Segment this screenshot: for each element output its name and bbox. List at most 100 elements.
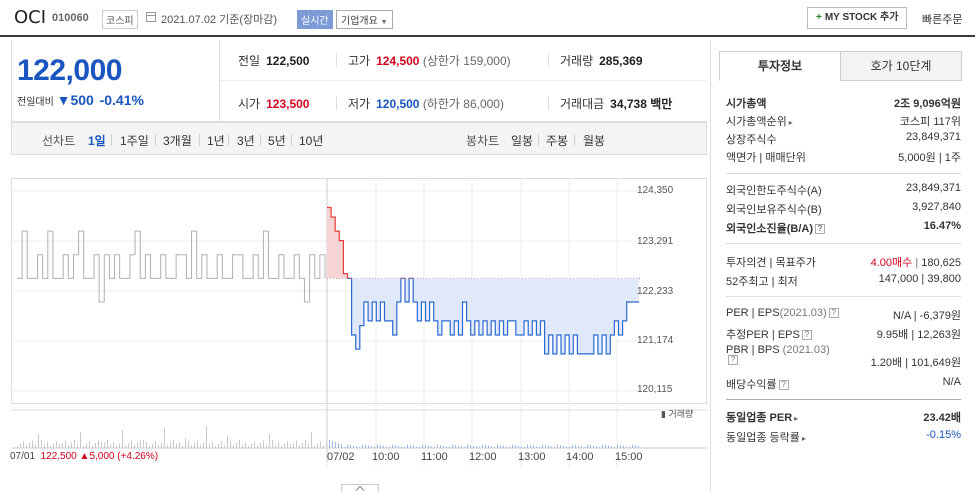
- quote-amount: 거래대금 34,738 백만: [560, 95, 672, 112]
- volume-bar: [437, 444, 438, 448]
- info-label: 배당수익률?: [726, 376, 789, 392]
- volume-bar: [572, 444, 573, 448]
- volume-bar: [23, 441, 24, 448]
- volume-bar: [506, 446, 507, 448]
- volume-bar: [536, 446, 537, 448]
- info-label: 외국인보유주식수(B): [726, 204, 822, 216]
- volume-bar: [392, 444, 393, 448]
- candle-monthly[interactable]: 월봉: [583, 134, 606, 148]
- volume-bar: [314, 446, 315, 448]
- volume-bar: [299, 444, 300, 448]
- line-chart-label: 선차트: [42, 134, 76, 148]
- quote-label: 시가: [238, 97, 261, 111]
- quick-order-button[interactable]: 빠른주문: [922, 14, 963, 26]
- period-3m[interactable]: 3개월: [163, 134, 192, 148]
- volume-bar: [527, 444, 528, 448]
- volume-bar: [68, 444, 69, 448]
- help-icon[interactable]: ?: [778, 380, 789, 391]
- volume-bar: [362, 444, 363, 448]
- quote-label: 전일: [238, 54, 261, 68]
- help-icon[interactable]: ?: [728, 355, 738, 366]
- diff-value: 500: [70, 92, 94, 108]
- intraday-chart[interactable]: [11, 178, 707, 468]
- volume-bar: [284, 443, 285, 448]
- volume-bar: [353, 445, 354, 448]
- info-row: 외국인소진율(B/A)? 16.47%: [726, 220, 961, 238]
- tab-invest-info[interactable]: 투자정보: [719, 51, 841, 81]
- collapse-toggle[interactable]: [341, 484, 379, 492]
- volume-bar: [209, 444, 210, 448]
- info-value: 5,000원 | 1주: [898, 152, 961, 164]
- divider: [548, 96, 549, 110]
- volume-bar: [275, 444, 276, 448]
- volume-bar: [317, 443, 318, 448]
- info-label: 투자의견 | 목표주가: [726, 257, 816, 269]
- info-row: 외국인보유주식수(B) 3,927,840: [726, 201, 961, 219]
- volume-bar: [155, 441, 156, 448]
- volume-bar: [461, 446, 462, 448]
- volume-bar: [605, 445, 606, 448]
- period-10y[interactable]: 10년: [299, 134, 324, 148]
- candle-weekly[interactable]: 주봉: [546, 134, 569, 148]
- quote-low: 저가 120,500 (하한가 86,000): [348, 95, 504, 112]
- info-value: 3,927,840: [912, 201, 961, 213]
- x-tick-label: 11:00: [421, 451, 448, 463]
- corp-overview-button[interactable]: 기업개요 ▼: [336, 10, 393, 29]
- volume-bar: [224, 445, 225, 448]
- volume-bar: [554, 447, 555, 448]
- candle-daily[interactable]: 일봉: [511, 134, 534, 148]
- info-label-text: 추정PER | EPS: [726, 329, 800, 341]
- price-change: 전일대비 ▼500 -0.41%: [17, 92, 144, 108]
- stock-code: 010060: [52, 12, 89, 24]
- realtime-button[interactable]: 실시간: [297, 10, 333, 29]
- divider: |: [915, 257, 919, 269]
- volume-bar: [632, 444, 633, 448]
- my-stock-add-button[interactable]: + MY STOCK 추가: [807, 7, 908, 29]
- volume-bar: [542, 444, 543, 448]
- volume-bar: [185, 438, 186, 448]
- period-1y[interactable]: 1년: [207, 134, 225, 148]
- info-label[interactable]: 동일업종 PER ▸: [726, 409, 798, 425]
- volume-bar: [143, 440, 144, 448]
- volume-bar: [545, 445, 546, 448]
- tab-orderbook[interactable]: 호가 10단계: [840, 51, 962, 81]
- volume-bar: [32, 440, 33, 448]
- volume-bar: [434, 447, 435, 448]
- volume-bar: [71, 442, 72, 448]
- volume-bar: [326, 443, 327, 448]
- quote-value: 34,738 백만: [610, 97, 673, 111]
- help-icon[interactable]: ?: [801, 330, 812, 341]
- volume-bar: [266, 444, 267, 448]
- info-label[interactable]: 시가총액순위 ▸: [726, 113, 793, 129]
- info-value: N/A: [942, 376, 961, 388]
- calendar-icon: [146, 12, 156, 22]
- period-1w[interactable]: 1주일: [120, 134, 149, 148]
- period-1d[interactable]: 1일: [88, 134, 106, 148]
- info-row: 동일업종 PER ▸ 23.42배: [726, 409, 961, 427]
- info-label[interactable]: 동일업종 등락률 ▸: [726, 429, 806, 445]
- volume-bar: [89, 441, 90, 448]
- info-label-text: PBR | BPS: [726, 344, 780, 356]
- help-icon[interactable]: ?: [828, 308, 839, 319]
- volume-bar: [446, 446, 447, 448]
- volume-bar: [389, 447, 390, 448]
- period-3y[interactable]: 3년: [237, 134, 255, 148]
- period-5y[interactable]: 5년: [268, 134, 286, 148]
- volume-bar: [500, 445, 501, 448]
- volume-bar: [65, 440, 66, 448]
- volume-bar: [539, 447, 540, 448]
- volume-bar: [512, 444, 513, 448]
- volume-bar: [560, 445, 561, 448]
- info-row: PER | EPS(2021.03)? N/A | -6,379원: [726, 307, 961, 325]
- info-value: 2조 9,096억원: [893, 98, 961, 110]
- volume-bar: [563, 445, 564, 448]
- volume-bar: [260, 443, 261, 448]
- volume-bar: [449, 447, 450, 448]
- volume-bar: [62, 443, 63, 448]
- help-icon[interactable]: ?: [815, 224, 825, 235]
- x-tick-label: 13:00: [518, 451, 546, 463]
- diff-percent: -0.41%: [99, 92, 144, 108]
- info-row: 외국인한도주식수(A) 23,849,371: [726, 182, 961, 200]
- volume-bar: [29, 443, 30, 448]
- volume-bar: [311, 432, 312, 448]
